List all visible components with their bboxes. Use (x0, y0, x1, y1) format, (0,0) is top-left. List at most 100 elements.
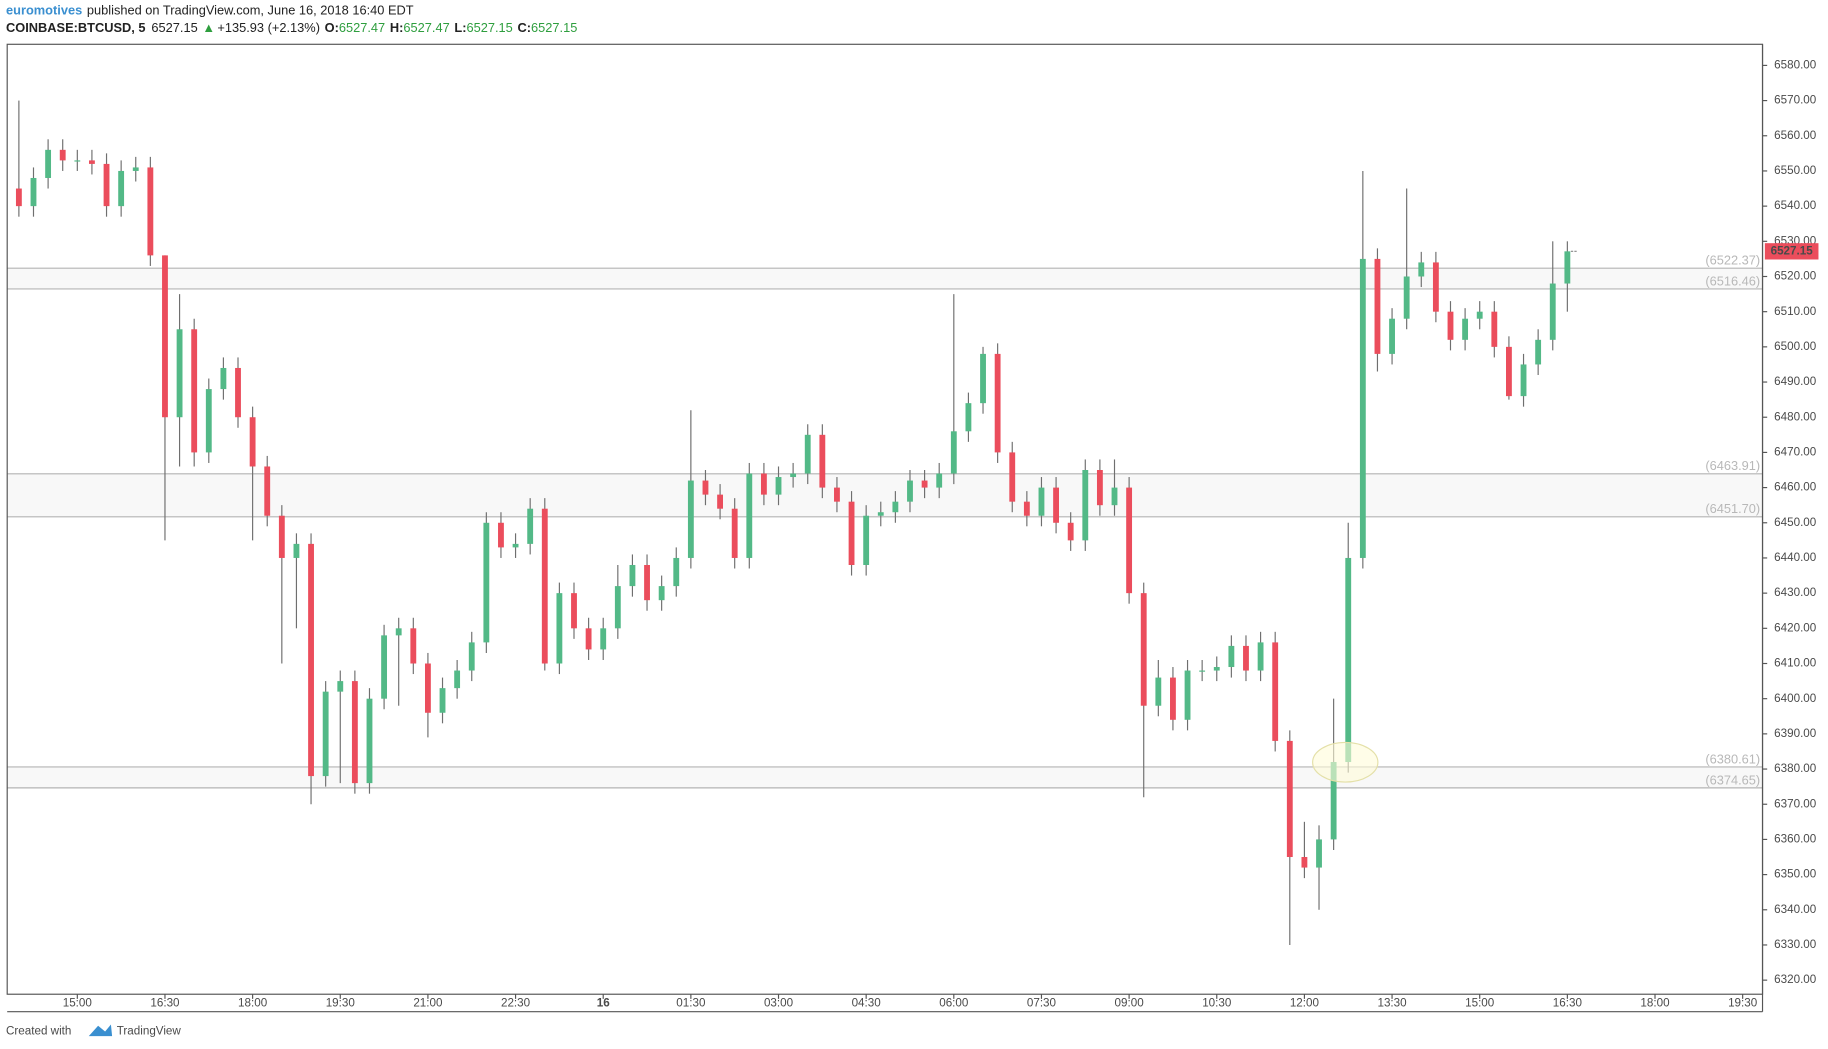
candle-body (59, 149, 66, 161)
candle-body (834, 487, 840, 502)
x-tick-label: 19:30 (326, 997, 356, 1010)
candle-body (1243, 645, 1249, 671)
level-label: (6451.70) (1705, 501, 1760, 516)
candle-body (877, 512, 884, 516)
candle-body (994, 353, 1001, 453)
candle-body (760, 473, 767, 495)
candle-body (1447, 311, 1454, 340)
candle-body (1549, 283, 1556, 340)
candle-body (1111, 487, 1118, 506)
candle-body (1389, 318, 1395, 354)
candle-body (775, 477, 782, 495)
candle-body (731, 508, 738, 558)
y-tick-label: 6360.00 (1774, 832, 1817, 845)
candle-body (1082, 469, 1089, 541)
candle-body (629, 564, 636, 587)
candle-body (950, 431, 957, 474)
x-tick-label: 13:30 (1377, 997, 1407, 1010)
x-tick-label: 12:00 (1290, 997, 1320, 1010)
candle-body (1009, 452, 1016, 502)
y-tick-label: 6470.00 (1774, 445, 1817, 458)
candle-body (147, 167, 154, 256)
y-tick-label: 6560.00 (1774, 129, 1817, 142)
candle-body (1286, 740, 1293, 858)
candle-body (132, 167, 139, 171)
tradingview-logo (88, 1024, 113, 1037)
candle-body (264, 466, 271, 516)
x-tick-label: 21:00 (413, 997, 443, 1010)
candle-body (717, 494, 724, 509)
symbol: COINBASE:BTCUSD, 5 (6, 21, 146, 36)
candle-body (235, 367, 241, 418)
candle-body (381, 635, 388, 699)
x-tick-label: 16:30 (150, 997, 180, 1010)
candle-body (1359, 258, 1366, 558)
candle-body (89, 160, 95, 164)
header-line-1: euromotives published on TradingView.com,… (6, 3, 414, 18)
candle-body (614, 586, 621, 629)
c-label: C: (517, 21, 531, 36)
candle-body (1038, 487, 1045, 516)
l-label: L: (454, 21, 466, 36)
y-tick-label: 6370.00 (1774, 797, 1817, 810)
candle-body (1301, 857, 1308, 868)
y-tick-label: 6410.00 (1774, 657, 1817, 670)
candle-body (804, 434, 811, 474)
candle-body (527, 508, 534, 544)
candle-body (1067, 522, 1074, 541)
candle-body (1213, 667, 1220, 671)
x-tick-label: 22:30 (501, 997, 531, 1010)
last-price-box (1764, 243, 1819, 260)
candle-body (921, 480, 928, 488)
x-tick-label: 18:00 (238, 997, 268, 1010)
y-tick-label: 6320.00 (1774, 973, 1817, 986)
y-tick-label: 6580.00 (1774, 58, 1817, 71)
candle-body (585, 628, 592, 650)
y-tick-label: 6340.00 (1774, 903, 1817, 916)
candle-body (1023, 501, 1030, 516)
candle-body (600, 628, 607, 650)
candle-body (278, 515, 285, 558)
candle-body (424, 663, 431, 713)
y-tick-label: 6540.00 (1774, 199, 1817, 212)
candle-body (176, 329, 183, 418)
level-label: (6516.46) (1705, 273, 1760, 288)
x-tick-label: 07:30 (1027, 997, 1057, 1010)
footer-brand[interactable]: TradingView (117, 1025, 182, 1038)
x-tick-label: 19:30 (1728, 997, 1758, 1010)
candle-body (322, 691, 329, 777)
y-tick-label: 6330.00 (1774, 938, 1817, 951)
candle-body (1053, 487, 1059, 523)
o-label: O: (325, 21, 339, 36)
arrow: ▲ (202, 21, 215, 36)
candle-body (907, 480, 913, 502)
candle-body (162, 255, 168, 418)
y-tick-label: 6500.00 (1774, 340, 1817, 353)
x-tick-label: 01:30 (676, 997, 706, 1010)
y-tick-label: 6380.00 (1774, 762, 1817, 775)
y-tick-label: 6350.00 (1774, 868, 1817, 881)
candle-body (1345, 557, 1352, 763)
l-value: 6527.15 (466, 21, 512, 36)
candle-body (673, 557, 680, 587)
highlight-ellipse (1312, 741, 1379, 783)
candle-body (351, 681, 358, 784)
candle-body (1170, 677, 1176, 720)
author[interactable]: euromotives (6, 3, 82, 18)
candle-body (848, 501, 855, 565)
y-tick-label: 6460.00 (1774, 481, 1817, 494)
candle-body (819, 434, 826, 488)
candle-body (1184, 670, 1191, 720)
candle-body (1126, 487, 1133, 594)
candle-body (45, 149, 52, 178)
candle-body (205, 389, 212, 453)
published: published on TradingView.com, June 16, 2… (87, 3, 414, 18)
candle-body (308, 543, 314, 777)
candle-body (1535, 339, 1542, 365)
candle-body (658, 586, 665, 601)
y-tick-label: 6570.00 (1774, 94, 1817, 107)
candle-body (395, 628, 402, 636)
candle-body (30, 177, 37, 207)
